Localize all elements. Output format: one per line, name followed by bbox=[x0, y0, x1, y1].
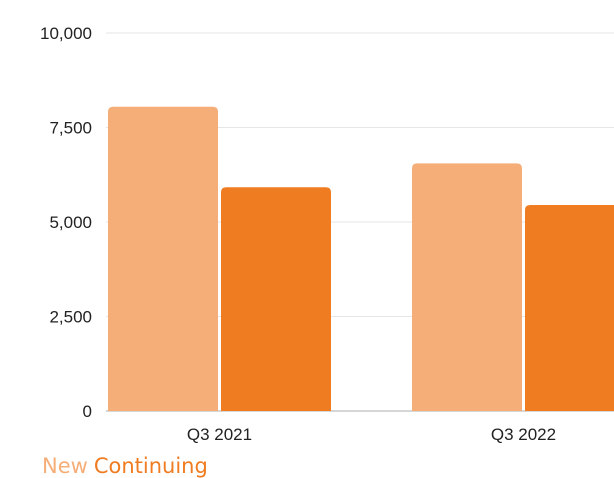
bar-continuing-1 bbox=[525, 204, 614, 411]
legend: New Continuing bbox=[42, 454, 208, 478]
legend-item-new: New bbox=[42, 454, 88, 478]
y-tick-label: 7,500 bbox=[49, 119, 92, 138]
x-tick-label: Q3 2021 bbox=[187, 425, 252, 444]
x-tick-label: Q3 2022 bbox=[491, 425, 556, 444]
y-tick-label: 2,500 bbox=[49, 308, 92, 327]
y-tick-label: 10,000 bbox=[40, 24, 92, 43]
bar-continuing-0 bbox=[221, 187, 331, 411]
bar-new-1 bbox=[412, 163, 522, 411]
legend-item-continuing: Continuing bbox=[93, 454, 208, 478]
bar-new-0 bbox=[108, 106, 218, 412]
y-tick-label: 0 bbox=[83, 402, 92, 421]
y-tick-label: 5,000 bbox=[49, 213, 92, 232]
